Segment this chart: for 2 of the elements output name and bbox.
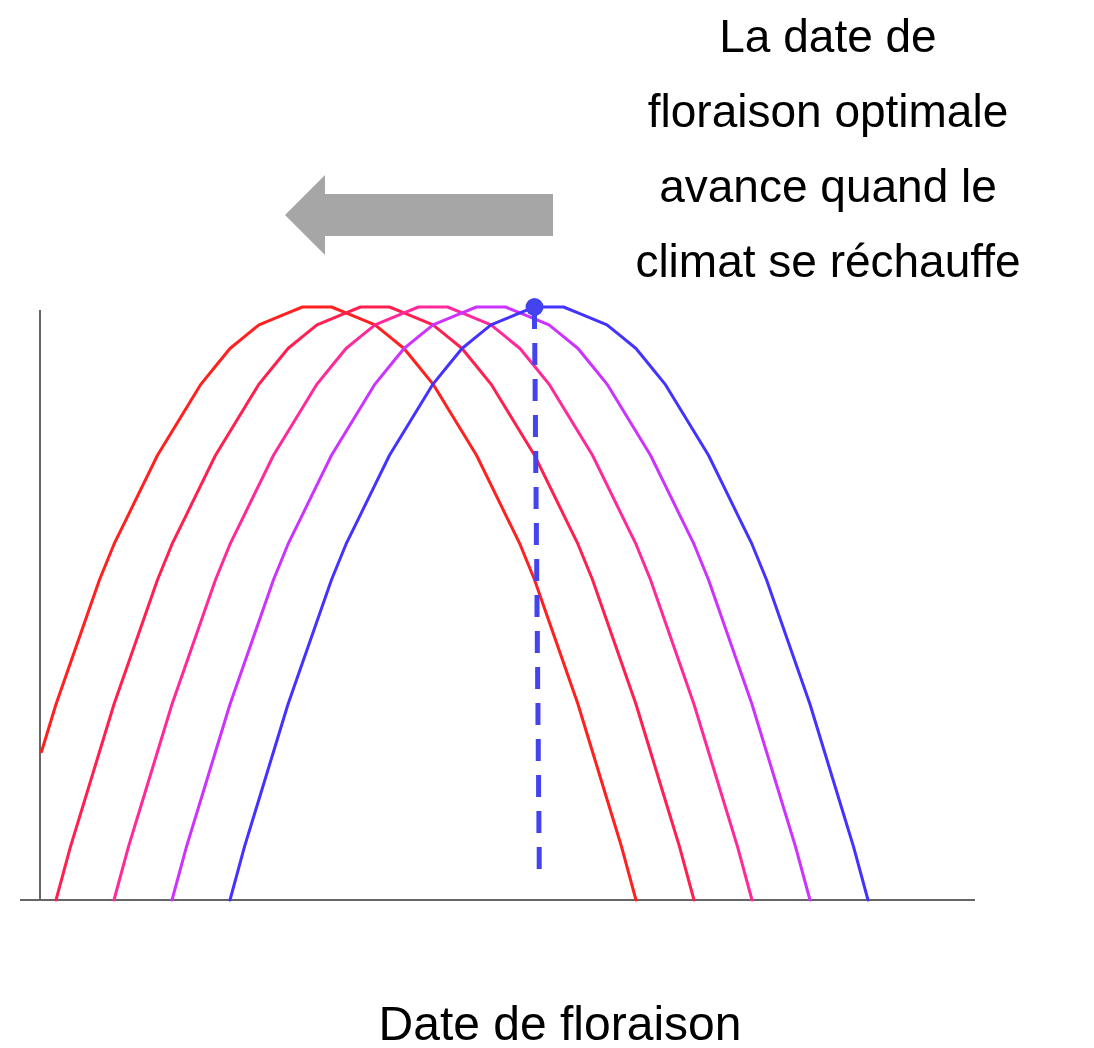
- text: La date de floraison optimale avance quand le climat se réchauffe: [635, 10, 1021, 287]
- x-axis-title: Date de floraison: [378, 997, 742, 1048]
